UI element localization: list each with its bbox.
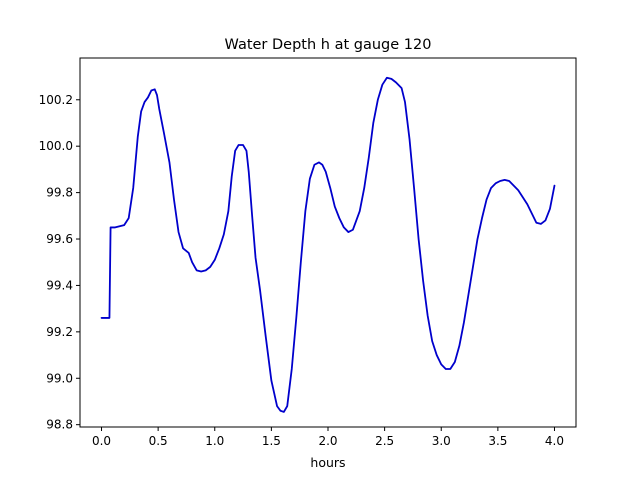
- y-tick-label: 99.4: [46, 278, 73, 292]
- plot-frame: [79, 57, 577, 428]
- x-tick-label: 0.0: [92, 434, 111, 448]
- x-tick-label: 4.0: [545, 434, 564, 448]
- x-tick-label: 3.0: [432, 434, 451, 448]
- x-axis: 0.0 0.5 1.0 1.5 2.0 2.5 3.0 3.5 4.0: [92, 427, 564, 448]
- y-tick-label: 99.6: [46, 232, 73, 246]
- x-tick-label: 1.5: [262, 434, 281, 448]
- chart-title: Water Depth h at gauge 120: [225, 37, 432, 53]
- y-tick-label: 98.8: [46, 418, 73, 432]
- x-tick-label: 2.0: [318, 434, 337, 448]
- y-tick-label: 100.0: [39, 139, 73, 153]
- x-tick-label: 1.0: [205, 434, 224, 448]
- x-axis-label: hours: [310, 455, 345, 470]
- y-tick-label: 99.8: [46, 186, 73, 200]
- y-tick-label: 99.2: [46, 325, 73, 339]
- series-line: [100, 76, 556, 413]
- x-tick-label: 3.5: [488, 434, 507, 448]
- y-tick-label: 100.2: [39, 93, 73, 107]
- y-tick-label: 99.0: [46, 371, 73, 385]
- x-tick-label: 0.5: [149, 434, 168, 448]
- x-tick-label: 2.5: [375, 434, 394, 448]
- y-axis: 98.8 99.0 99.2 99.4 99.6 99.8 100.0 100.2: [39, 93, 80, 432]
